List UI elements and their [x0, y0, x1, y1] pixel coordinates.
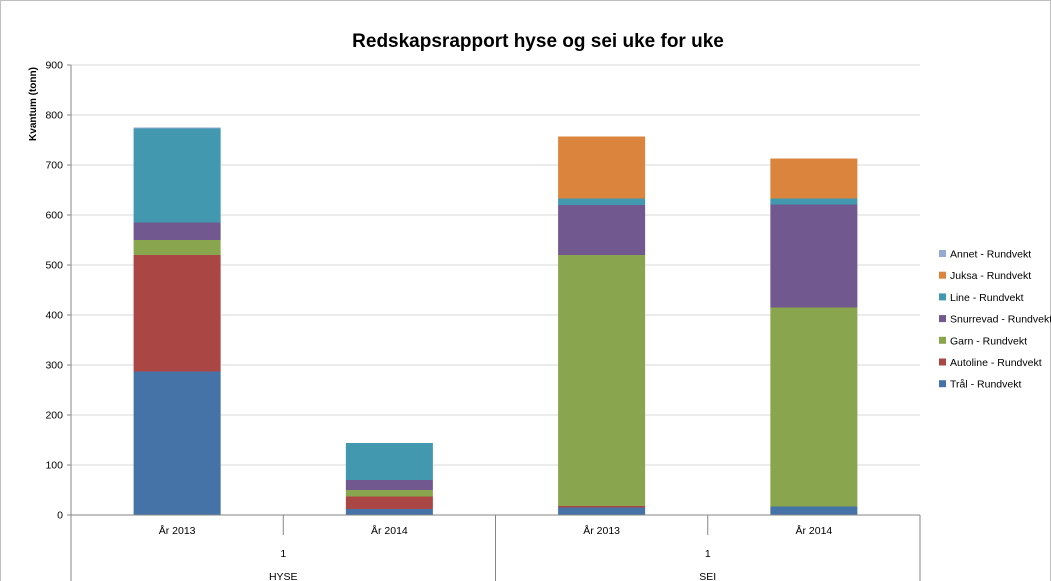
bar-segment — [770, 307, 858, 507]
bar-segment — [558, 136, 646, 199]
y-tick-label: 100 — [45, 460, 63, 472]
y-tick-label: 800 — [45, 110, 63, 122]
y-tick-label: 700 — [45, 160, 63, 172]
legend-swatch — [939, 315, 946, 323]
bar-segment — [558, 255, 646, 506]
legend-label: Trål - Rundvekt — [950, 379, 1021, 391]
bar-segment — [558, 506, 646, 508]
y-tick-label: 300 — [45, 360, 63, 372]
group-label: HYSE — [269, 571, 298, 581]
legend-swatch — [939, 250, 946, 257]
y-axis-title: Kvantum (tonn) — [28, 67, 39, 141]
chart-title: Redskapsrapport hyse og sei uke for uke — [352, 31, 724, 52]
legend-label: Garn - Rundvekt — [950, 335, 1027, 347]
bar-segment — [345, 490, 433, 497]
week-label: 1 — [705, 548, 711, 560]
category-label: År 2014 — [795, 524, 832, 537]
legend-swatch — [939, 358, 946, 366]
bar-segment — [770, 198, 858, 205]
bar-segment — [558, 205, 646, 255]
y-tick-label: 400 — [45, 310, 63, 322]
bar-segment — [133, 255, 221, 372]
y-tick-label: 600 — [45, 210, 63, 222]
bar-segment — [558, 507, 646, 515]
legend-label: Juksa - Rundvekt — [950, 270, 1031, 282]
legend-label: Autoline - Rundvekt — [950, 357, 1042, 369]
bar-segment — [345, 509, 433, 515]
legend-swatch — [939, 336, 946, 344]
x-axis — [70, 514, 921, 581]
y-tick-label: 900 — [45, 60, 63, 72]
week-label: 1 — [280, 548, 286, 560]
bar-segment — [133, 222, 221, 240]
bar-segment — [133, 371, 221, 515]
bar-segment — [345, 496, 433, 509]
legend-label: Snurrevad - Rundvekt — [950, 314, 1051, 326]
legend: Annet - Rundvekt Juksa - Rundvekt Line - R… — [939, 249, 1051, 391]
legend-swatch — [939, 293, 946, 301]
bar-segment — [133, 240, 221, 255]
category-label: År 2013 — [159, 524, 196, 537]
y-tick-label: 500 — [45, 260, 63, 272]
y-tick-label: 0 — [57, 510, 63, 522]
bar-segment — [770, 158, 858, 199]
bar-segment — [770, 204, 858, 308]
bar-segment — [770, 506, 858, 515]
legend-swatch — [939, 271, 946, 279]
bar-segment — [558, 198, 646, 205]
bar-segment — [345, 480, 433, 490]
x-axis-labels: År 2013 År 2014 År 2013 År 2014 1 HYSE 1 SEI — [159, 524, 833, 581]
legend-label: Line - Rundvekt — [950, 292, 1024, 304]
bars — [133, 127, 858, 515]
bar-segment — [133, 127, 221, 129]
bar-segment — [345, 443, 433, 480]
legend-swatch — [939, 380, 946, 388]
group-label: SEI — [699, 571, 716, 581]
category-label: År 2014 — [371, 524, 408, 537]
y-tick-label: 200 — [45, 410, 63, 422]
legend-label: Annet - Rundvekt — [950, 249, 1031, 261]
category-label: År 2013 — [583, 524, 620, 537]
y-axis-ticks: 0 100 200 300 400 500 600 700 800 900 — [45, 60, 72, 522]
bar-segment — [133, 128, 221, 223]
